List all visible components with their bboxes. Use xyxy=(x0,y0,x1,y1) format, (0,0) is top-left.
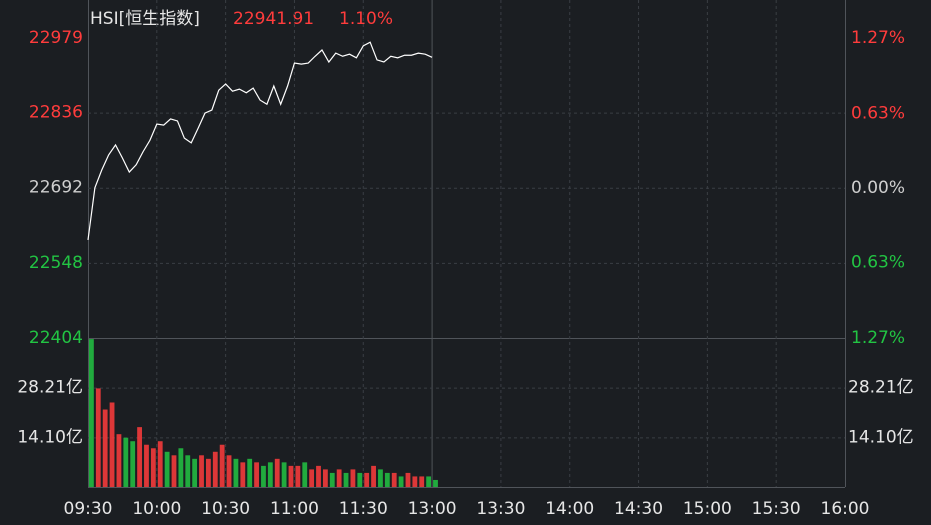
volume-bar xyxy=(219,444,225,487)
volume-bar xyxy=(157,441,163,487)
chart-title: HSI[恒生指数] xyxy=(90,9,200,29)
x-tick-label: 14:30 xyxy=(614,499,663,519)
volume-bar xyxy=(150,448,156,487)
price-line xyxy=(87,41,433,240)
volume-bar xyxy=(364,472,370,487)
x-tick-label: 11:00 xyxy=(270,499,319,519)
volume-bar xyxy=(343,472,349,487)
volume-bar xyxy=(419,476,425,487)
x-tick-label: 11:30 xyxy=(339,499,388,519)
volume-bar xyxy=(295,465,301,487)
y-tick-label: 22692 xyxy=(29,178,83,198)
volume-bar xyxy=(412,476,418,487)
volume-bar xyxy=(281,462,287,487)
y-tick-label: 22548 xyxy=(29,253,83,273)
volume-bar xyxy=(116,434,122,487)
volume-bar xyxy=(226,455,232,487)
volume-bar xyxy=(123,437,129,487)
volume-bar xyxy=(102,409,108,487)
volume-bar xyxy=(433,479,438,487)
volume-bar xyxy=(144,444,149,487)
volume-bar xyxy=(329,472,335,487)
volume-bar xyxy=(185,455,191,487)
volume-bar xyxy=(130,441,136,487)
volume-bar xyxy=(233,458,239,487)
volume-bar xyxy=(371,465,376,487)
volume-bar xyxy=(164,451,170,487)
y2-tick-label: 0.63% xyxy=(851,252,905,272)
volume-bar xyxy=(89,339,94,487)
y2-tick-label: 1.27% xyxy=(851,328,905,348)
volume-bar xyxy=(288,465,294,487)
volume-bar xyxy=(405,472,411,487)
y2-tick-label: 0.63% xyxy=(851,104,905,124)
volume-bar xyxy=(357,472,363,487)
volume-bar xyxy=(137,427,142,487)
volume-bar xyxy=(316,465,321,487)
y2-tick-label: 0.00% xyxy=(851,178,905,198)
x-tick-label: 16:00 xyxy=(821,499,870,519)
volume-bar xyxy=(109,402,115,487)
x-tick-label: 10:30 xyxy=(201,499,250,519)
volume-bar xyxy=(254,462,259,487)
volume-bar xyxy=(171,455,177,487)
x-tick-label: 10:00 xyxy=(132,499,181,519)
change-percent: 1.10% xyxy=(339,9,393,29)
volume-bar xyxy=(95,388,101,487)
volume-bar xyxy=(192,458,198,487)
volume-bar xyxy=(426,476,432,487)
volume-tick-label: 14.10亿 xyxy=(848,427,914,447)
x-tick-label: 14:00 xyxy=(545,499,594,519)
y-tick-label: 22404 xyxy=(29,328,83,348)
volume-bar xyxy=(247,458,253,487)
volume-bar xyxy=(322,469,328,487)
volume-bar xyxy=(205,458,211,487)
volume-bar xyxy=(391,472,397,487)
volume-bar xyxy=(261,465,266,487)
volume-tick-label: 28.21亿 xyxy=(17,378,83,398)
volume-bar xyxy=(240,462,246,487)
volume-bar xyxy=(274,458,280,487)
volume-bar xyxy=(384,472,390,487)
volume-tick-label: 28.21亿 xyxy=(848,378,914,398)
volume-bar xyxy=(336,469,342,487)
y-tick-label: 22979 xyxy=(29,28,83,48)
volume-bar xyxy=(267,462,273,487)
x-tick-label: 13:30 xyxy=(476,499,525,519)
volume-bar xyxy=(178,448,184,487)
x-tick-label: 15:30 xyxy=(752,499,801,519)
x-tick-label: 09:30 xyxy=(64,499,113,519)
volume-bar xyxy=(309,469,315,487)
last-price: 22941.91 xyxy=(233,9,314,29)
y2-tick-label: 1.27% xyxy=(851,28,905,48)
y-tick-label: 22836 xyxy=(29,103,83,123)
volume-tick-label: 14.10亿 xyxy=(17,427,83,447)
volume-bar xyxy=(199,455,204,487)
volume-bar xyxy=(302,462,308,487)
volume-bar xyxy=(350,469,356,487)
x-tick-label: 13:00 xyxy=(408,499,457,519)
volume-bar xyxy=(378,469,383,487)
volume-bar xyxy=(212,451,218,487)
volume-bar xyxy=(398,476,404,487)
grid xyxy=(88,0,845,487)
x-tick-label: 15:00 xyxy=(683,499,732,519)
